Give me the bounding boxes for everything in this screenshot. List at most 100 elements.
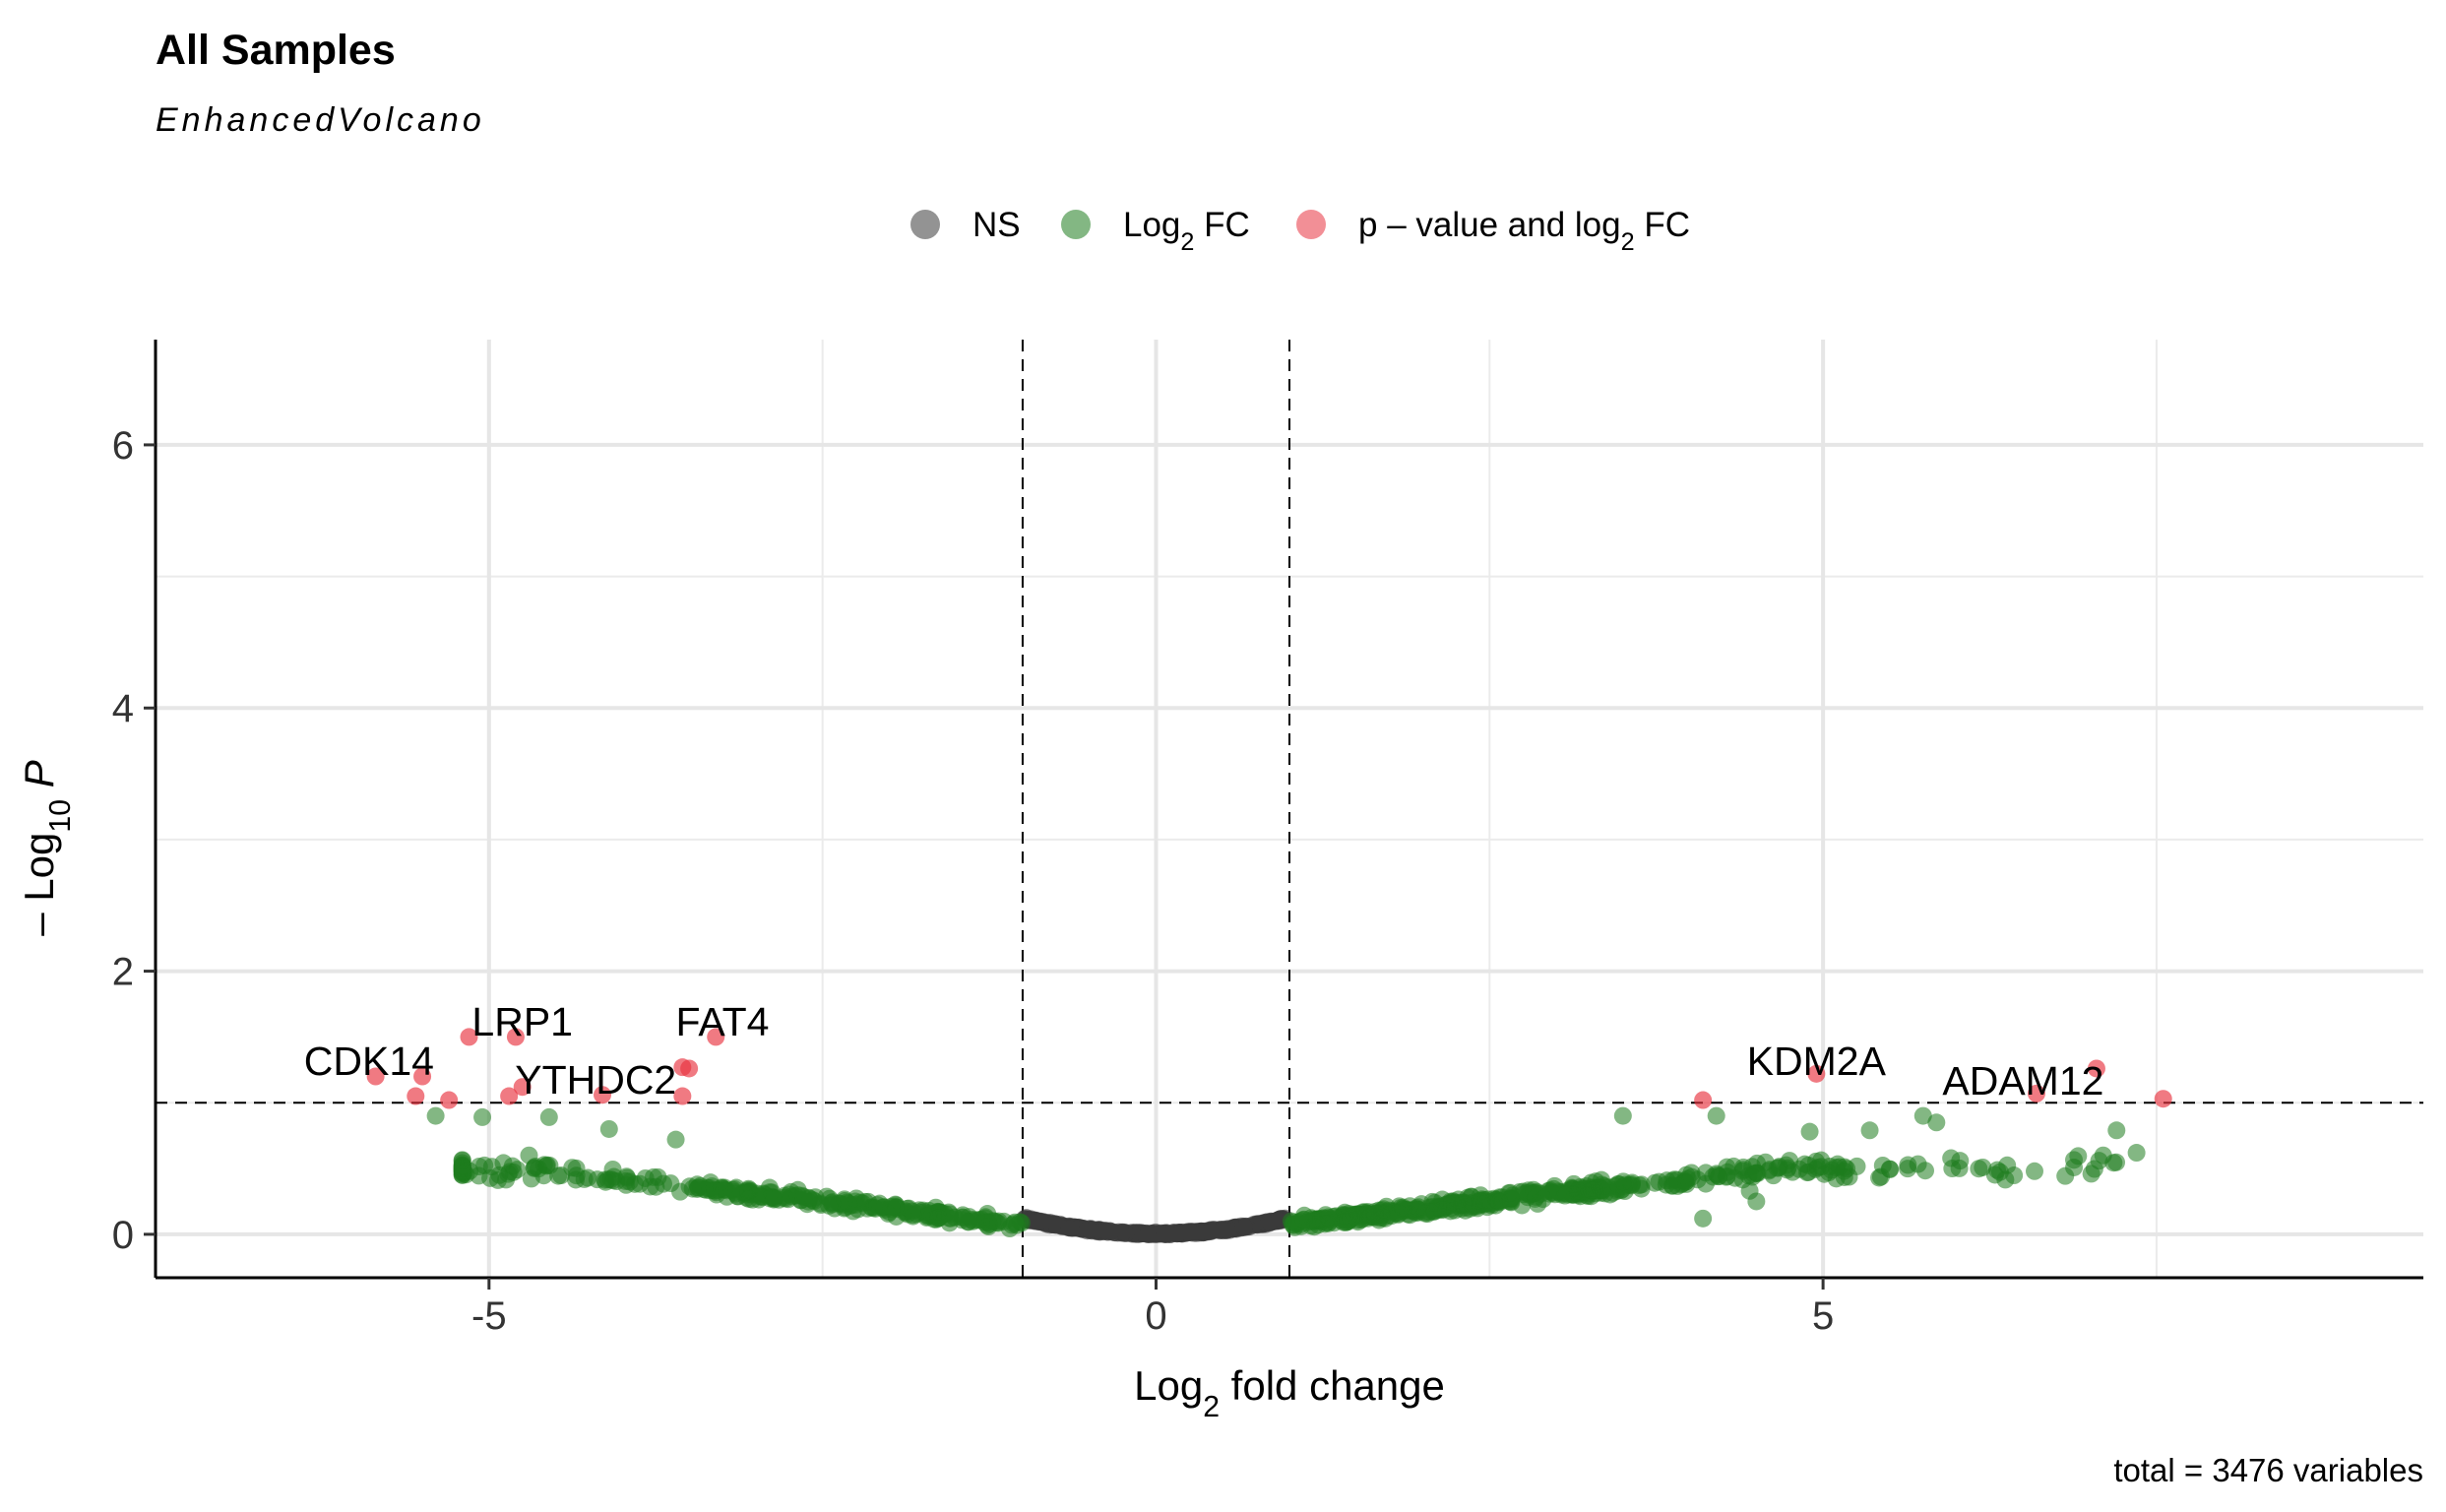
fc-point — [1682, 1167, 1701, 1186]
fc-point — [601, 1170, 620, 1189]
fc-point — [2064, 1151, 2083, 1169]
fc-point — [666, 1130, 685, 1149]
ns-point — [1096, 1222, 1114, 1240]
fc-point — [661, 1174, 680, 1193]
fc-point — [835, 1190, 853, 1209]
significant-point — [2027, 1084, 2045, 1102]
fc-point — [1316, 1215, 1335, 1233]
fc-point — [539, 1107, 558, 1126]
fc-point — [1768, 1159, 1787, 1177]
ns-point — [1064, 1218, 1083, 1236]
ns-point — [1254, 1214, 1273, 1232]
fc-point — [1613, 1106, 1632, 1125]
caption-total-variables: total = 3476 variables — [2113, 1452, 2423, 1488]
ns-point — [1193, 1223, 1212, 1241]
fc-point — [1694, 1209, 1713, 1228]
fc-point — [534, 1156, 553, 1174]
legend-label-ns: NS — [972, 206, 1021, 244]
significant-point — [673, 1087, 692, 1105]
significant-point — [407, 1087, 425, 1105]
significant-point — [440, 1091, 459, 1109]
fc-point — [1707, 1106, 1725, 1125]
legend-key-ns — [910, 210, 940, 239]
significant-point — [366, 1067, 385, 1086]
fc-point — [1342, 1210, 1360, 1228]
fc-point — [520, 1146, 538, 1165]
fc-point — [1970, 1160, 1988, 1178]
significant-point — [680, 1059, 699, 1078]
legend-key-fc — [1061, 210, 1091, 239]
fc-point — [2085, 1160, 2103, 1178]
fc-point — [1386, 1204, 1405, 1223]
fc-point — [1662, 1171, 1681, 1190]
gene-label-ythdc2: YTHDC2 — [515, 1057, 676, 1102]
gene-label-cdk14: CDK14 — [304, 1039, 434, 1084]
fc-point — [755, 1185, 774, 1204]
fc-point — [2025, 1162, 2043, 1180]
fc-point — [1990, 1163, 2009, 1181]
fc-point — [1835, 1162, 1853, 1180]
legend-label-fc: Log2 FC — [1123, 206, 1250, 256]
fc-point — [552, 1166, 571, 1185]
cutoff-lines — [156, 340, 2423, 1278]
gene-label-adam12: ADAM12 — [1942, 1058, 2103, 1103]
fc-point — [1520, 1185, 1538, 1204]
fc-point — [1799, 1156, 1818, 1174]
gene-label-fat4: FAT4 — [676, 999, 770, 1044]
y-tick-label: 0 — [112, 1214, 134, 1257]
legend-key-both — [1296, 210, 1326, 239]
significant-point — [1694, 1091, 1713, 1109]
fc-point — [620, 1172, 639, 1191]
fc-point — [1800, 1122, 1819, 1141]
y-tick-label: 4 — [112, 687, 134, 730]
fc-point — [1490, 1193, 1509, 1212]
fc-point — [1899, 1156, 1917, 1174]
fc-point — [2107, 1121, 2126, 1140]
fc-point — [1425, 1193, 1444, 1212]
axes: -5 0 5 0 2 4 6 — [112, 340, 2423, 1338]
y-axis-title: – Log10 P — [16, 760, 77, 935]
x-axis-title: Log2 fold change — [1134, 1362, 1445, 1423]
fc-point — [1473, 1190, 1491, 1209]
fc-point — [1294, 1211, 1313, 1229]
fc-point — [2127, 1144, 2146, 1163]
fc-point — [1860, 1121, 1879, 1140]
y-tick-label: 6 — [112, 424, 134, 468]
fc-point — [1365, 1208, 1384, 1227]
fc-point — [1000, 1220, 1019, 1238]
gene-label-lrp1: LRP1 — [471, 999, 573, 1044]
fc-point — [903, 1202, 921, 1221]
fc-point — [1913, 1106, 1932, 1125]
significant-point — [460, 1028, 478, 1046]
fc-point — [2094, 1146, 2112, 1165]
ns-point — [1138, 1225, 1157, 1243]
fc-point — [695, 1180, 714, 1199]
ns-point — [1221, 1221, 1239, 1239]
fc-point — [739, 1180, 758, 1199]
significant-point — [1807, 1064, 1826, 1083]
fc-point — [1608, 1174, 1627, 1193]
y-tick-label: 2 — [112, 951, 134, 994]
x-tick-label: -5 — [471, 1294, 507, 1338]
significant-point — [413, 1067, 432, 1086]
fc-point — [1548, 1182, 1567, 1201]
significant-point — [594, 1086, 612, 1104]
significant-point — [707, 1028, 725, 1046]
significant-point — [2154, 1090, 2172, 1108]
x-tick-label: 5 — [1812, 1294, 1834, 1338]
fc-point — [1718, 1163, 1736, 1181]
fc-point — [567, 1166, 586, 1185]
significant-point — [500, 1087, 519, 1105]
significant-point — [506, 1028, 525, 1046]
legend: NS Log2 FC p – value and log2 FC — [910, 206, 1690, 256]
fc-point — [2005, 1166, 2024, 1185]
ns-point — [1030, 1212, 1048, 1230]
fc-point — [1456, 1198, 1474, 1217]
ns-point — [1116, 1224, 1135, 1242]
significant-point — [513, 1078, 532, 1097]
fc-point — [788, 1186, 807, 1205]
fc-point — [647, 1177, 665, 1196]
fc-point — [499, 1165, 518, 1183]
legend-label-both: p – value and log2 FC — [1358, 206, 1690, 256]
